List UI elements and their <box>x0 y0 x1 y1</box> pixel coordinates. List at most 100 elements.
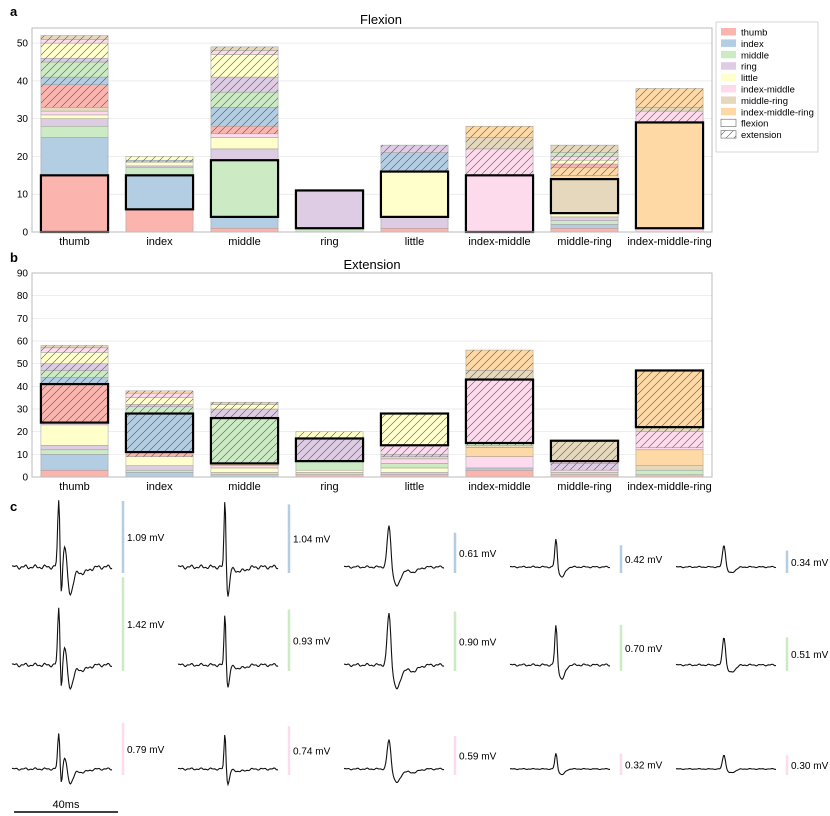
x-tick-label: ring <box>320 236 338 248</box>
bar-segment <box>295 469 364 473</box>
bar-segment <box>465 467 534 471</box>
bar-segment-hatch <box>465 126 534 138</box>
bar-stack-middle <box>209 401 280 478</box>
bar-segment-hatch <box>210 46 279 51</box>
bar-segment <box>380 216 449 229</box>
y-tick-label: 40 <box>17 76 29 87</box>
bar-segment <box>380 456 449 460</box>
bar-segment-hatch <box>40 352 109 364</box>
amplitude-label: 0.32 mV <box>625 760 663 771</box>
bar-segment <box>210 472 279 475</box>
legend-item: index-middle-ring <box>721 107 814 118</box>
bar-segment <box>40 449 109 455</box>
bar-segment <box>40 125 109 138</box>
bar-segment-hatch <box>210 418 279 464</box>
bar-segment-hatch <box>40 84 109 108</box>
bar-segment <box>40 424 109 446</box>
x-tick-label: index <box>146 481 173 493</box>
bar-segment-hatch <box>125 156 194 161</box>
x-tick-label: index-middle-ring <box>627 236 711 248</box>
y-tick-label: 30 <box>17 405 29 416</box>
bar-stack-thumb <box>39 345 110 478</box>
amplitude-label: 0.61 mV <box>459 549 497 560</box>
legend-label: index-middle-ring <box>741 107 814 118</box>
legend-swatch <box>721 85 736 93</box>
y-tick-label: 80 <box>17 291 29 302</box>
bar-segment <box>295 460 364 471</box>
bar-segment <box>635 469 704 475</box>
bar-stack-ring <box>294 431 365 478</box>
bar-segment <box>40 454 109 471</box>
amplitude-label: 0.30 mV <box>791 761 829 772</box>
bar-stack-index <box>124 390 195 478</box>
bar-stack-little <box>379 412 450 478</box>
extension-chart: Extension 0 10 20 30 40 50 60 70 80 90 thumb index m… <box>17 257 713 493</box>
bar-stack-index-middle <box>464 125 535 234</box>
amplitude-label: 1.09 mV <box>127 533 165 544</box>
bar-segment-hatch <box>210 107 279 127</box>
bar-stack-thumb <box>39 35 110 234</box>
panel-label-b: b <box>10 250 18 265</box>
waveform-cell: 0.42 mV <box>509 538 663 578</box>
bar-segment-hatch <box>380 152 449 172</box>
bar-segment <box>210 216 279 229</box>
bar-segment-hatch <box>550 463 619 471</box>
bar-segment-hatch <box>40 384 109 423</box>
bar-segment-hatch <box>465 443 534 446</box>
bar-segment-hatch <box>40 347 109 353</box>
x-tick-label: index <box>146 236 173 248</box>
bar-stack-middle-ring <box>549 144 620 233</box>
legend-swatch <box>721 50 736 59</box>
bar-segment <box>210 465 279 469</box>
bar-segment <box>40 175 109 233</box>
legend-swatch-hatch <box>721 130 736 139</box>
bar-segment <box>380 171 449 218</box>
bar-highlight-outline <box>634 121 705 230</box>
waveform-cell: 0.61 mV <box>343 525 497 587</box>
bar-segment-hatch <box>635 88 704 108</box>
bar-stack-index-middle <box>464 349 535 478</box>
bar-highlight-outline <box>464 378 535 445</box>
waveform-cell: 0.70 mV <box>509 624 663 680</box>
bar-highlight-outline <box>39 382 110 424</box>
bar-segment <box>125 161 194 167</box>
x-tick-label: index-middle <box>468 236 530 248</box>
y-tick-label: 30 <box>17 114 29 125</box>
panel-label-c: c <box>10 499 17 514</box>
amplitude-label: 0.59 mV <box>459 752 497 763</box>
bar-segment-hatch <box>125 390 194 394</box>
bar-segment-hatch <box>295 438 364 462</box>
waveform-cell: 0.90 mV <box>343 611 497 690</box>
bar-segment-hatch <box>550 152 619 157</box>
legend-item: thumb <box>721 28 767 39</box>
bar-segment-hatch <box>635 107 704 112</box>
bar-highlight-outline <box>549 439 620 463</box>
bar-highlight-outline <box>124 412 195 454</box>
time-scale-bar: 40ms <box>14 799 118 813</box>
bar-segment-hatch <box>40 62 109 78</box>
bar-segment <box>40 137 109 176</box>
legend-label: middle-ring <box>741 96 788 107</box>
bar-segment <box>125 167 194 176</box>
legend-item: middle-ring <box>721 96 788 107</box>
bar-segment <box>380 227 449 233</box>
bar-segment-hatch <box>210 402 279 405</box>
scale-bar-label: 40ms <box>53 799 80 811</box>
bar-stack-middle <box>209 46 280 233</box>
bar-segment <box>465 456 534 469</box>
bar-segment <box>40 107 109 112</box>
legend-item: index <box>721 39 764 50</box>
waveform-cell: 1.42 mV <box>11 577 165 690</box>
bar-segment-hatch <box>40 43 109 59</box>
legend-swatch <box>721 62 736 70</box>
legend-swatch <box>720 118 737 127</box>
flexion-chart: Flexion 0 10 20 30 40 50 thumb index middle ring l… <box>17 12 713 248</box>
bar-segment <box>635 122 704 229</box>
legend-label: middle <box>741 50 769 61</box>
waveform-trace <box>343 613 445 690</box>
bar-segment-hatch <box>380 454 449 457</box>
waveform-cell: 0.74 mV <box>177 726 331 787</box>
bar-segment <box>380 458 449 464</box>
chart-title-flexion: Flexion <box>360 12 402 27</box>
